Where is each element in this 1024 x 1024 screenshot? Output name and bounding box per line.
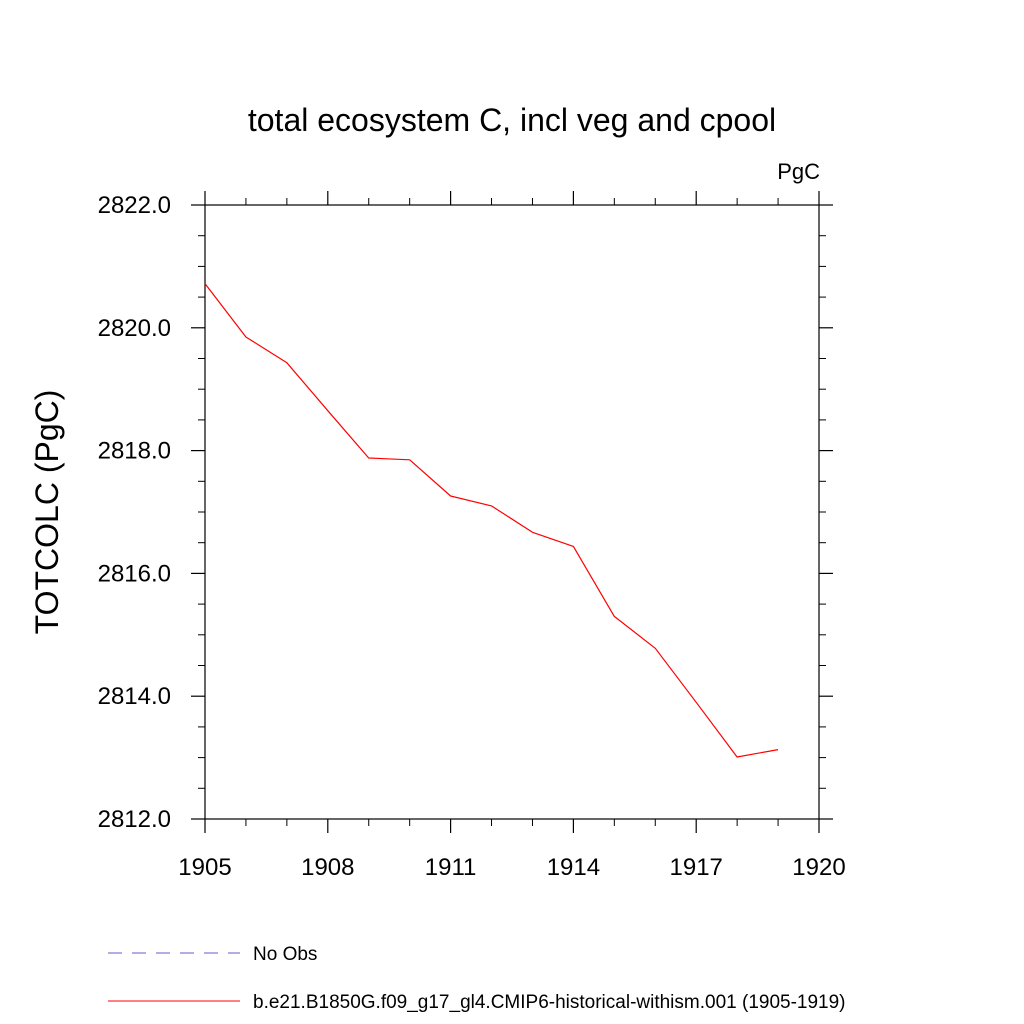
chart-title: total ecosystem C, incl veg and cpool bbox=[248, 102, 776, 138]
x-tick-label: 1905 bbox=[178, 854, 231, 881]
legend-label: No Obs bbox=[253, 944, 317, 965]
y-tick-label: 2816.0 bbox=[98, 560, 171, 587]
axis-ticks bbox=[191, 191, 833, 833]
x-tick-label: 1908 bbox=[301, 854, 354, 881]
series-line bbox=[204, 283, 779, 758]
plot-frame bbox=[204, 204, 820, 820]
x-tick-label: 1920 bbox=[792, 854, 845, 881]
y-tick-label: 2822.0 bbox=[98, 192, 171, 219]
x-tick-label: 1911 bbox=[425, 854, 477, 881]
x-tick-labels: 1905 1908 1911 1914 1917 1920 bbox=[178, 854, 845, 881]
legend-label: b.e21.B1850G.f09_g17_gl4.CMIP6-historica… bbox=[253, 992, 846, 1013]
y-tick-labels: 2812.0 2814.0 2816.0 2818.0 2820.0 2822.0 bbox=[98, 192, 171, 833]
series-layer bbox=[204, 283, 779, 758]
legend: No Obs b.e21.B1850G.f09_g17_gl4.CMIP6-his… bbox=[108, 944, 846, 1013]
units-label: PgC bbox=[777, 159, 820, 184]
x-tick-label: 1914 bbox=[547, 854, 600, 881]
x-tick-label: 1917 bbox=[670, 854, 723, 881]
y-tick-label: 2812.0 bbox=[98, 806, 171, 833]
y-tick-label: 2818.0 bbox=[98, 438, 171, 465]
y-axis-label: TOTCOLC (PgC) bbox=[29, 390, 65, 635]
y-tick-label: 2820.0 bbox=[98, 315, 171, 342]
y-tick-label: 2814.0 bbox=[98, 683, 171, 710]
